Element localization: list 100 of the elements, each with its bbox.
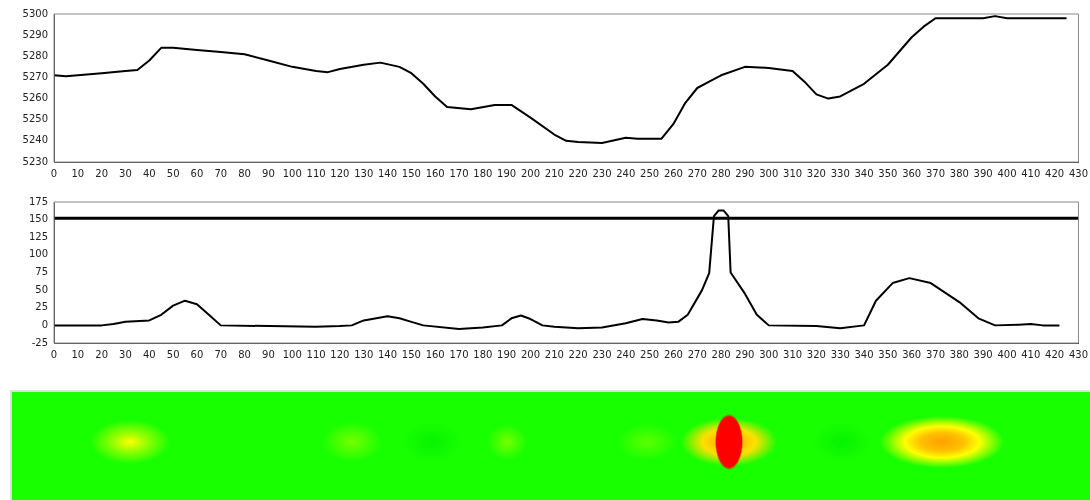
x-tick-label: 410 xyxy=(1021,348,1041,360)
y-tick-label: 5290 xyxy=(22,28,48,40)
x-tick-label: 40 xyxy=(142,348,156,360)
y-tick-label: 5280 xyxy=(22,49,48,61)
y-tick-label: 5230 xyxy=(22,155,48,167)
x-tick-label: 30 xyxy=(119,167,132,179)
x-tick-label: 60 xyxy=(190,348,204,360)
x-tick-label: 10 xyxy=(71,348,85,360)
y-tick-label: 100 xyxy=(28,248,48,260)
x-tick-label: 210 xyxy=(544,167,564,179)
y-tick-label: 5300 xyxy=(22,7,48,19)
x-tick-label: 40 xyxy=(142,167,156,179)
x-tick-label: 150 xyxy=(401,348,421,360)
x-tick-label: 370 xyxy=(925,167,946,179)
y-tick-label: 25 xyxy=(35,301,48,313)
x-tick-label: 300 xyxy=(759,348,779,360)
y-tick-label: 5250 xyxy=(22,113,48,125)
x-tick-label: 140 xyxy=(378,167,398,179)
x-tick-label: 330 xyxy=(830,167,850,179)
y-tick-label: 50 xyxy=(35,283,48,295)
x-tick-label: 230 xyxy=(592,348,612,360)
x-tick-label: 130 xyxy=(354,348,374,360)
x-tick-label: 330 xyxy=(830,348,850,360)
x-tick-label: 230 xyxy=(592,167,612,179)
x-tick-label: 50 xyxy=(166,167,180,179)
x-tick-label: 180 xyxy=(473,348,493,360)
x-tick-label: 340 xyxy=(854,167,874,179)
x-tick-label: 270 xyxy=(687,348,707,360)
x-tick-label: 80 xyxy=(238,348,251,360)
x-tick-label: 280 xyxy=(711,167,731,179)
x-tick-label: 70 xyxy=(214,167,228,179)
x-tick-label: 400 xyxy=(997,348,1017,360)
x-tick-label: 380 xyxy=(949,348,969,360)
x-tick-label: 10 xyxy=(71,167,85,179)
x-tick-label: 190 xyxy=(497,348,517,360)
x-tick-label: 80 xyxy=(238,167,251,179)
x-tick-label: 320 xyxy=(806,348,826,360)
x-tick-label: 410 xyxy=(1021,167,1041,179)
x-tick-label: 310 xyxy=(783,167,803,179)
x-tick-label: 220 xyxy=(568,348,588,360)
x-tick-label: 160 xyxy=(425,167,445,179)
x-tick-label: 350 xyxy=(878,348,898,360)
x-tick-label: 250 xyxy=(640,348,660,360)
y-tick-label: 5240 xyxy=(22,134,48,146)
x-tick-label: 260 xyxy=(663,348,683,360)
y-tick-label: 5260 xyxy=(22,92,48,104)
x-tick-label: 110 xyxy=(306,348,326,360)
x-tick-label: 180 xyxy=(473,167,493,179)
x-tick-label: 270 xyxy=(687,167,707,179)
x-tick-label: 200 xyxy=(520,167,541,179)
x-tick-label: 370 xyxy=(925,348,946,360)
x-tick-label: 200 xyxy=(520,348,541,360)
x-tick-label: 90 xyxy=(262,348,275,360)
x-tick-label: 170 xyxy=(449,348,469,360)
x-tick-label: 160 xyxy=(425,348,445,360)
x-tick-label: 220 xyxy=(568,167,588,179)
x-tick-label: 290 xyxy=(735,348,755,360)
x-tick-label: 150 xyxy=(401,167,421,179)
y-tick-label: 150 xyxy=(28,213,48,225)
x-tick-label: 250 xyxy=(640,167,660,179)
x-tick-label: 70 xyxy=(214,348,228,360)
x-tick-label: 280 xyxy=(711,348,731,360)
x-tick-label: 20 xyxy=(95,167,109,179)
x-tick-label: 140 xyxy=(378,348,398,360)
y-tick-label: 125 xyxy=(28,230,48,242)
x-tick-label: 340 xyxy=(854,348,874,360)
x-tick-label: 20 xyxy=(95,348,109,360)
x-tick-label: 120 xyxy=(330,167,350,179)
x-tick-label: 320 xyxy=(806,167,826,179)
x-tick-label: 350 xyxy=(878,167,898,179)
x-tick-label: 240 xyxy=(616,348,636,360)
x-tick-label: 90 xyxy=(262,167,275,179)
x-tick-label: 170 xyxy=(449,167,469,179)
x-tick-label: 310 xyxy=(783,348,803,360)
x-tick-label: 0 xyxy=(50,167,58,179)
x-tick-label: 360 xyxy=(902,348,922,360)
x-tick-label: 240 xyxy=(616,167,636,179)
y-tick-label: -25 xyxy=(31,336,48,348)
x-tick-label: 0 xyxy=(50,348,58,360)
x-tick-label: 420 xyxy=(1045,348,1065,360)
x-tick-label: 290 xyxy=(735,167,755,179)
y-tick-label: 75 xyxy=(35,266,48,278)
x-tick-label: 100 xyxy=(282,348,302,360)
x-tick-label: 100 xyxy=(282,167,302,179)
x-tick-label: 430 xyxy=(1068,167,1088,179)
x-tick-label: 300 xyxy=(759,167,779,179)
x-tick-label: 390 xyxy=(973,348,993,360)
x-tick-label: 420 xyxy=(1045,167,1065,179)
x-tick-label: 390 xyxy=(973,167,993,179)
x-tick-label: 260 xyxy=(663,167,683,179)
x-tick-label: 110 xyxy=(306,167,326,179)
x-tick-label: 190 xyxy=(497,167,517,179)
x-tick-label: 360 xyxy=(902,167,922,179)
x-tick-label: 380 xyxy=(949,167,969,179)
x-tick-label: 430 xyxy=(1068,348,1088,360)
x-tick-label: 130 xyxy=(354,167,374,179)
x-tick-label: 400 xyxy=(997,167,1017,179)
x-tick-label: 120 xyxy=(330,348,350,360)
y-tick-label: 175 xyxy=(28,195,48,207)
x-tick-label: 50 xyxy=(166,348,180,360)
